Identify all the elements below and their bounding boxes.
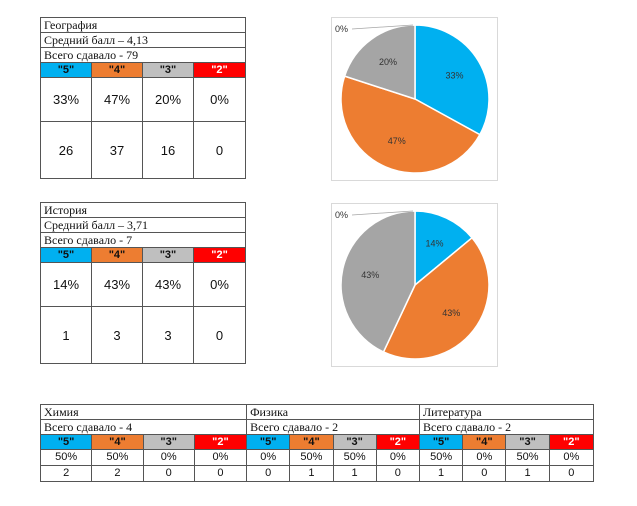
literature-total: Всего сдавало - 2	[418, 419, 595, 435]
grade-2-leader-line	[351, 24, 414, 30]
history-pie-chart-frame: 14% 43% 43% 0%	[331, 203, 498, 367]
physics-pct-4: 50%	[289, 449, 334, 466]
grade-3-header: "3"	[332, 434, 377, 450]
geography-pct-5: 33%	[40, 77, 92, 122]
grade-2-header: "2"	[548, 434, 595, 450]
grade-2-leader-line	[351, 210, 414, 216]
geography-count-4: 37	[91, 121, 143, 179]
physics-count-2: 0	[375, 465, 420, 482]
grade-4-header: "4"	[91, 62, 143, 78]
grade-5-data-label: 14%	[425, 239, 443, 249]
grade-2-header: "2"	[192, 247, 247, 263]
geography-count-5: 26	[40, 121, 92, 179]
physics-title: Физика	[246, 404, 420, 420]
grade-3-header: "3"	[142, 247, 194, 263]
grade-2-data-label: 0%	[335, 24, 348, 34]
geography-average: Средний балл – 4,13	[39, 32, 247, 48]
grade-3-header: "3"	[142, 434, 195, 450]
chemistry-pct-2: 0%	[193, 449, 248, 466]
literature-pct-3: 50%	[505, 449, 550, 466]
chemistry-pct-4: 50%	[91, 449, 144, 466]
geography-table: География Средний балл – 4,13 Всего сдав…	[39, 17, 247, 179]
geography-total: Всего сдавало - 79	[39, 47, 247, 63]
literature-pct-4: 0%	[462, 449, 507, 466]
history-count-5: 1	[40, 306, 92, 364]
geography-title: География	[39, 17, 247, 33]
geography-pct-2: 0%	[192, 77, 247, 122]
grade-2-header: "2"	[375, 434, 420, 450]
history-pct-3: 43%	[142, 262, 194, 307]
grade-3-slice	[340, 210, 416, 353]
grade-5-header: "5"	[40, 247, 92, 263]
history-total: Всего сдавало - 7	[39, 232, 247, 248]
chemistry-title: Химия	[39, 404, 248, 420]
summary-table: Химия Физика Литература Всего сдавало - …	[39, 404, 595, 482]
grade-2-header: "2"	[192, 62, 247, 78]
literature-pct-2: 0%	[548, 449, 595, 466]
literature-count-4: 0	[462, 465, 507, 482]
grade-3-data-label: 20%	[379, 57, 397, 67]
physics-total: Всего сдавало - 2	[246, 419, 420, 435]
history-count-4: 3	[91, 306, 143, 364]
grade-5-header: "5"	[418, 434, 464, 450]
grade-3-data-label: 43%	[361, 270, 379, 280]
literature-count-2: 0	[548, 465, 595, 482]
physics-pct-5: 0%	[246, 449, 291, 466]
grade-4-header: "4"	[91, 247, 143, 263]
grade-4-slice	[382, 236, 490, 360]
grade-5-data-label: 33%	[445, 71, 463, 81]
physics-count-3: 1	[332, 465, 377, 482]
grade-4-data-label: 43%	[442, 308, 460, 318]
literature-title: Литература	[418, 404, 595, 420]
geography-pie-chart: 33% 47% 20% 0%	[335, 24, 490, 174]
literature-count-3: 1	[505, 465, 550, 482]
history-pct-4: 43%	[91, 262, 143, 307]
history-title: История	[39, 202, 247, 218]
chemistry-total: Всего сдавало - 4	[39, 419, 248, 435]
grade-4-data-label: 47%	[388, 136, 406, 146]
geography-pie-chart-frame: 33% 47% 20% 0%	[331, 17, 498, 181]
grade-3-header: "3"	[142, 62, 194, 78]
grade-5-slice	[414, 210, 474, 287]
history-pct-2: 0%	[192, 262, 247, 307]
geography-pct-4: 47%	[91, 77, 143, 122]
history-count-3: 3	[142, 306, 194, 364]
geography-count-3: 16	[142, 121, 194, 179]
history-pie-chart: 14% 43% 43% 0%	[335, 210, 490, 360]
geography-pct-3: 20%	[142, 77, 194, 122]
physics-count-5: 0	[246, 465, 291, 482]
grade-2-header: "2"	[193, 434, 248, 450]
history-pct-5: 14%	[40, 262, 92, 307]
grade-2-data-label: 0%	[335, 210, 348, 220]
chemistry-count-4: 2	[91, 465, 144, 482]
history-average: Средний балл – 3,71	[39, 217, 247, 233]
literature-count-5: 1	[418, 465, 464, 482]
grade-5-header: "5"	[39, 434, 93, 450]
chemistry-pct-3: 0%	[142, 449, 195, 466]
history-table: История Средний балл – 3,71 Всего сдавал…	[39, 202, 247, 364]
chemistry-count-5: 2	[39, 465, 93, 482]
chemistry-pct-5: 50%	[39, 449, 93, 466]
grade-4-slice	[340, 75, 481, 174]
physics-pct-3: 50%	[332, 449, 377, 466]
grade-4-header: "4"	[462, 434, 507, 450]
physics-count-4: 1	[289, 465, 334, 482]
chemistry-count-2: 0	[193, 465, 248, 482]
grade-5-header: "5"	[40, 62, 92, 78]
chemistry-count-3: 0	[142, 465, 195, 482]
geography-count-2: 0	[192, 121, 247, 179]
physics-pct-2: 0%	[375, 449, 420, 466]
grade-5-header: "5"	[246, 434, 291, 450]
grade-4-header: "4"	[289, 434, 334, 450]
grade-4-header: "4"	[91, 434, 144, 450]
grade-3-header: "3"	[505, 434, 550, 450]
grade-5-slice	[414, 24, 490, 136]
history-count-2: 0	[192, 306, 247, 364]
literature-pct-5: 50%	[418, 449, 464, 466]
